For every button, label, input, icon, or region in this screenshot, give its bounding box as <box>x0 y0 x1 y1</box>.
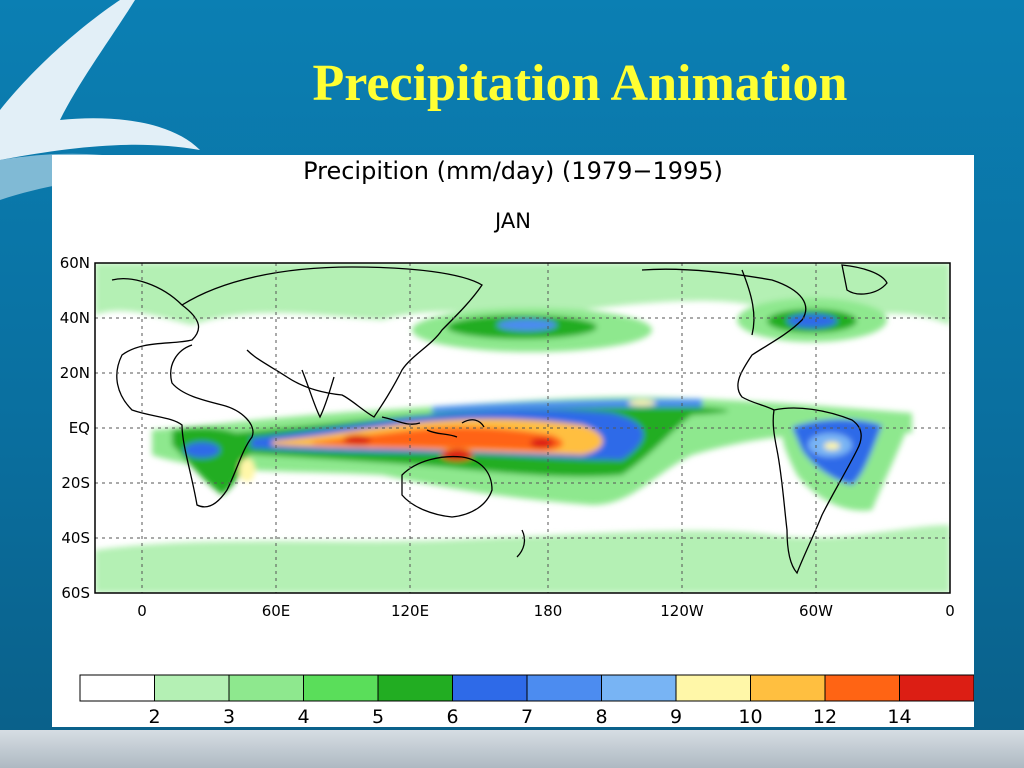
lon-label-180: 180 <box>534 602 563 620</box>
precipitation-map: 60N 40N 20N EQ 20S 40S 60S 0 60E 120E 18… <box>60 254 974 727</box>
colorbar-label: 14 <box>887 706 911 727</box>
colorbar: 2 3 4 5 6 7 8 9 10 12 14 <box>79 674 974 727</box>
colorbar-swatch <box>899 674 974 702</box>
colorbar-label: 12 <box>813 706 837 727</box>
colorbar-swatch <box>601 674 677 702</box>
lat-label-40n: 40N <box>60 309 90 327</box>
colorbar-swatch <box>824 674 900 702</box>
colorbar-swatch <box>154 674 230 702</box>
slide-title: Precipitation Animation <box>312 55 848 112</box>
colorbar-label: 2 <box>148 706 160 727</box>
lat-label-20n: 20N <box>60 364 90 382</box>
colorbar-label: 4 <box>297 706 309 727</box>
colorbar-swatch <box>79 674 155 702</box>
colorbar-label: 3 <box>223 706 235 727</box>
precipitation-field <box>95 263 950 593</box>
lat-label-40s: 40S <box>61 529 90 547</box>
map-title: Precipition (mm/day) (1979−1995) <box>303 157 723 185</box>
lon-label-120e: 120E <box>391 602 429 620</box>
lat-label-60n: 60N <box>60 254 90 272</box>
colorbar-label: 10 <box>738 706 762 727</box>
map-panel: Precipition (mm/day) (1979−1995) JAN <box>52 155 974 727</box>
longitude-axis: 0 60E 120E 180 120W 60W 0 <box>137 602 955 620</box>
lon-label-0-east: 0 <box>945 602 955 620</box>
map-month-label: JAN <box>495 209 531 233</box>
lat-label-eq: EQ <box>69 419 90 437</box>
lat-label-60s: 60S <box>61 584 90 602</box>
coastlines <box>111 264 888 575</box>
footer-bar <box>0 730 1024 768</box>
plot-frame <box>94 262 951 594</box>
colorbar-swatch <box>750 674 826 702</box>
colorbar-label: 8 <box>595 706 607 727</box>
colorbar-swatch <box>526 674 602 702</box>
colorbar-swatch <box>675 674 751 702</box>
lon-label-60e: 60E <box>262 602 291 620</box>
colorbar-swatch <box>228 674 304 702</box>
colorbar-swatch <box>377 674 453 702</box>
graticule <box>95 263 950 593</box>
colorbar-label: 5 <box>372 706 384 727</box>
lon-label-0: 0 <box>137 602 147 620</box>
lon-label-120w: 120W <box>660 602 704 620</box>
colorbar-swatch <box>303 674 379 702</box>
lat-label-20s: 20S <box>61 474 90 492</box>
colorbar-label: 7 <box>521 706 533 727</box>
colorbar-label: 9 <box>670 706 682 727</box>
colorbar-label: 6 <box>446 706 458 727</box>
colorbar-swatch <box>452 674 528 702</box>
lon-label-60w: 60W <box>799 602 833 620</box>
latitude-axis: 60N 40N 20N EQ 20S 40S 60S <box>60 254 90 602</box>
